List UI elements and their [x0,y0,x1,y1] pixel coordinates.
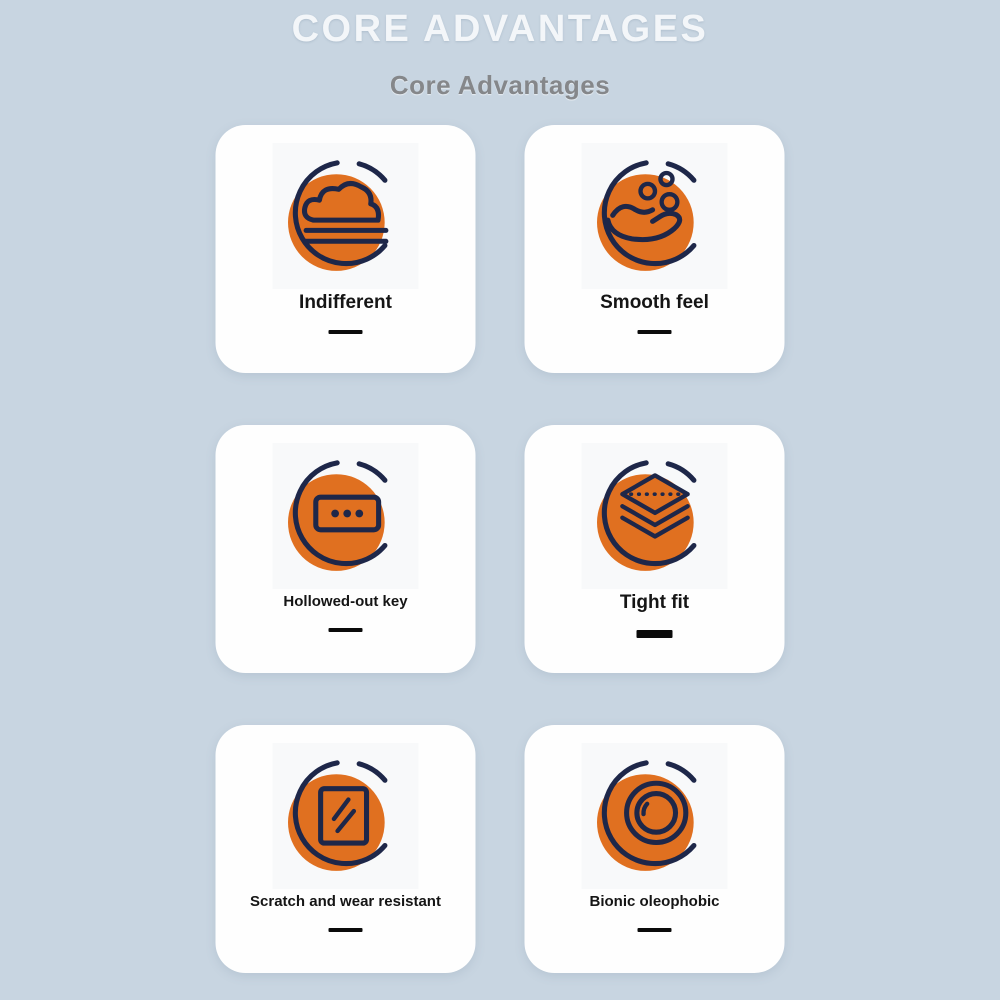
lens-rings-icon [581,743,728,889]
card-label: Smooth feel [600,292,709,313]
screen-slashes-icon [272,743,419,889]
card-indifferent: Indifferent [215,125,476,373]
label-underline-dash [328,928,363,932]
label-underline-dash [636,630,673,638]
label-underline-dash [637,330,672,334]
card-label: Scratch and wear resistant [250,893,441,910]
page-title: CORE ADVANTAGES [291,8,709,50]
label-underline-dash [328,330,363,334]
stacked-layers-icon [581,443,728,589]
card-tight-fit: Tight fit [524,425,785,673]
card-label: Bionic oleophobic [589,893,720,910]
card-bionic-oleophobic: Bionic oleophobic [524,725,785,973]
card-smooth-feel: Smooth feel [524,125,785,373]
page-subtitle: Core Advantages [389,70,611,100]
label-underline-dash [328,628,363,632]
card-label: Indifferent [299,292,392,313]
cloud-lines-icon [272,143,419,289]
card-label: Tight fit [619,592,690,613]
hand-bubbles-icon [581,143,728,289]
label-underline-dash [637,928,672,932]
card-label: Hollowed-out key [283,593,408,610]
advantages-grid: Indifferent Smooth feel [215,125,785,973]
card-hollowed-out-key: Hollowed-out key [215,425,476,673]
card-scratch-resistant: Scratch and wear resistant [215,725,476,973]
hollow-key-icon [272,443,419,589]
